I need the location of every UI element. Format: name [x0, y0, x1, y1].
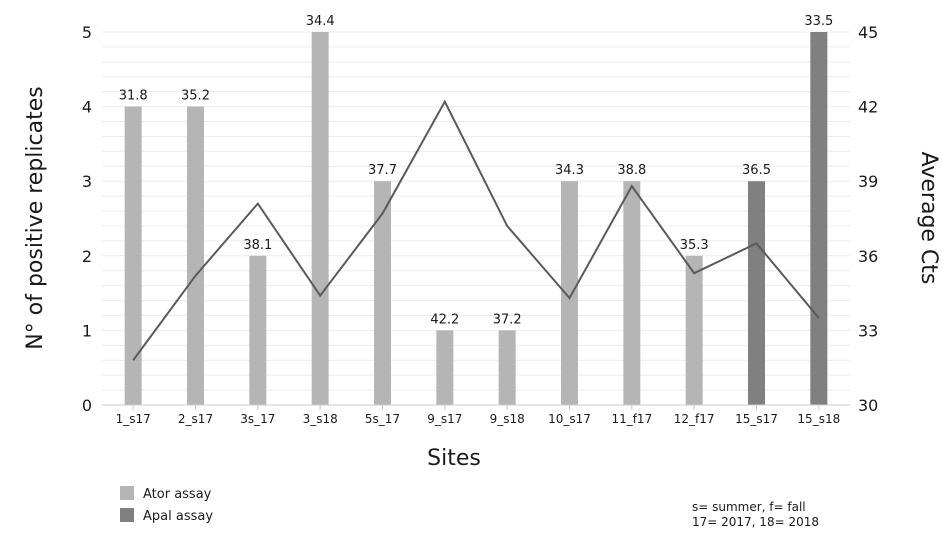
- bar-data-label: 34.3: [555, 163, 584, 178]
- legend-label-apal: Apal assay: [143, 509, 213, 524]
- label-layer: 31.8 35.2 38.1 34.4 37.7 42.2 37.2 34.3 38.8 35.3…: [119, 14, 834, 327]
- bar-layer: [124, 32, 828, 405]
- bar-ator-assay: [374, 181, 391, 405]
- legend-swatch-ator: [120, 486, 134, 500]
- bar-data-label: 33.5: [804, 14, 833, 29]
- x-tick-label: 1_s17: [116, 412, 151, 426]
- bar-data-label: 38.1: [243, 238, 272, 253]
- x-tick-label: 5s_17: [365, 412, 400, 426]
- bar-apal-assay: [810, 32, 828, 405]
- bar-ator-assay: [623, 181, 641, 405]
- bar-data-label: 31.8: [119, 89, 148, 104]
- x-tick-label: 3s_17: [240, 412, 275, 426]
- x-tick-label: 15_s18: [797, 412, 840, 426]
- bar-ator-assay: [249, 255, 267, 405]
- bar-data-label: 37.2: [493, 312, 522, 327]
- y2-tick-label: 36: [858, 247, 878, 266]
- y-tick-label: 1: [82, 321, 92, 340]
- y-tick-label: 5: [82, 23, 92, 42]
- bar-ator-assay: [311, 32, 329, 405]
- y2-tick-label: 30: [858, 396, 878, 415]
- bar-data-label: 34.4: [306, 14, 335, 29]
- y-tick-label: 0: [82, 396, 92, 415]
- average-ct-line: [132, 99, 820, 361]
- y-axis-title: N° of positive replicates: [23, 86, 48, 349]
- bar-ator-assay: [187, 106, 204, 405]
- x-tick-label: 15_s17: [735, 412, 778, 426]
- bar-data-label: 37.7: [368, 163, 397, 178]
- x-tick-label: 12_f17: [674, 412, 715, 426]
- x-tick-label: 9_s18: [490, 412, 525, 426]
- x-axis-title: Sites: [427, 446, 481, 471]
- y2-axis-title: Average Cts: [916, 152, 941, 285]
- y-tick-label: 2: [82, 247, 92, 266]
- note-line-season: s= summer, f= fall: [692, 500, 806, 514]
- bar-data-label: 35.3: [680, 238, 709, 253]
- y2-tick-label: 33: [858, 321, 878, 340]
- y-tick-label: 4: [82, 98, 92, 117]
- legend-label-ator: Ator assay: [143, 487, 212, 502]
- grid-layer: [102, 31, 850, 391]
- y2-tick-label: 45: [858, 23, 878, 42]
- bar-data-label: 35.2: [181, 89, 210, 104]
- bar-apal-assay: [748, 181, 765, 405]
- x-tick-label: 3_s18: [303, 412, 338, 426]
- legend: Ator assay Apal assay: [120, 486, 213, 524]
- bar-ator-assay: [124, 106, 142, 405]
- bar-ator-assay: [685, 255, 703, 405]
- x-tick-label: 9_s17: [427, 412, 462, 426]
- bar-data-label: 36.5: [742, 163, 771, 178]
- bar-ator-assay: [561, 181, 578, 405]
- legend-swatch-apal: [120, 508, 134, 522]
- x-tick-label: 10_s17: [548, 412, 591, 426]
- x-tick-label: 11_f17: [611, 412, 652, 426]
- line-layer: [132, 99, 820, 361]
- y2-tick-label: 42: [858, 98, 878, 117]
- bar-ator-assay: [498, 330, 516, 405]
- note-line-year: 17= 2017, 18= 2018: [692, 515, 819, 529]
- y-tick-label: 3: [82, 172, 92, 191]
- bar-ator-assay: [436, 330, 454, 405]
- x-tick-label: 2_s17: [178, 412, 213, 426]
- bar-data-label: 38.8: [617, 163, 646, 178]
- y2-tick-label: 39: [858, 172, 878, 191]
- bar-data-label: 42.2: [430, 312, 459, 327]
- abbreviation-note: s= summer, f= fall 17= 2017, 18= 2018: [692, 500, 819, 529]
